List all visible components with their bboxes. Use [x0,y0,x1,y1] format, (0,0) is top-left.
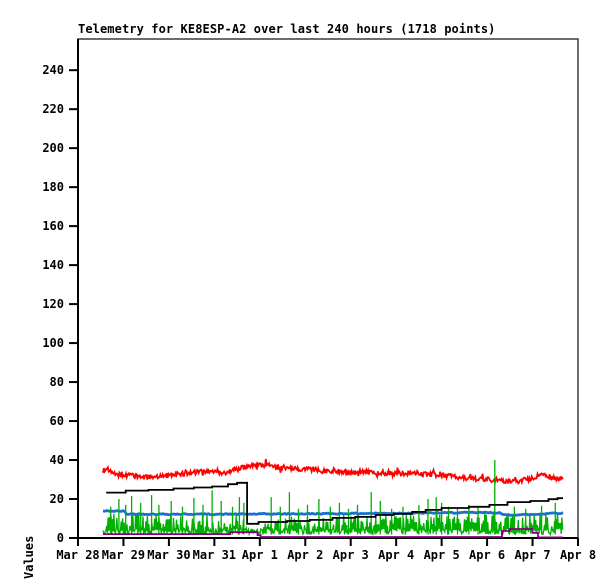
y-tick-label: 60 [50,414,64,428]
x-tick-label: Apr 3 [333,548,369,562]
y-tick-label: 140 [42,258,64,272]
x-tick-label: Apr 5 [424,548,460,562]
y-tick-label: 220 [42,102,64,116]
x-tick-label: Mar 28 [56,548,99,562]
y-tick-label: 120 [42,297,64,311]
y-tick-label: 20 [50,492,64,506]
x-tick-label: Apr 2 [287,548,323,562]
series-purple-channel-line [103,528,563,539]
y-tick-label: 40 [50,453,64,467]
y-tick-label: 100 [42,336,64,350]
x-tick-label: Mar 29 [102,548,145,562]
x-tick-label: Apr 8 [560,548,596,562]
x-tick-label: Mar 31 [193,548,236,562]
y-tick-label: 80 [50,375,64,389]
y-tick-label: 0 [57,531,64,545]
x-tick-label: Apr 1 [242,548,278,562]
x-tick-label: Apr 6 [469,548,505,562]
x-tick-label: Apr 7 [514,548,550,562]
x-tick-label: Apr 4 [378,548,414,562]
plot-border [77,38,579,539]
series-blue-channel-line [102,509,564,517]
chart-title: Telemetry for KE8ESP-A2 over last 240 ho… [78,22,496,36]
series-green-channel-band [102,512,564,537]
y-tick-label: 180 [42,180,64,194]
series-black-channel-line [106,481,563,525]
y-tick-label: 200 [42,141,64,155]
series-red-channel-line [102,458,564,486]
x-tick-label: Mar 30 [147,548,190,562]
y-tick-label: 240 [42,63,64,77]
y-tick-label: 160 [42,219,64,233]
